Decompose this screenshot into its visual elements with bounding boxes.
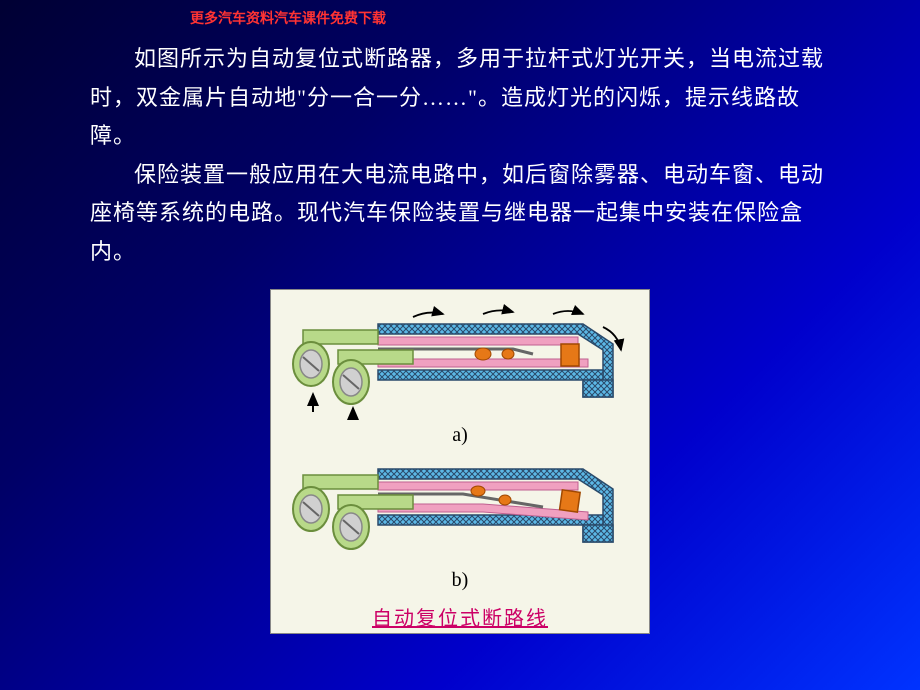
header-link[interactable]: 更多汽车资料汽车课件免费下载 — [0, 0, 920, 28]
paragraph-2: 保险装置一般应用在大电流电路中，如后窗除雾器、电动车窗、电动座椅等系统的电路。现… — [90, 156, 830, 272]
label-a: a) — [283, 424, 637, 447]
breaker-b — [283, 447, 639, 567]
main-content: 如图所示为自动复位式断路器，多用于拉杆式灯光开关，当电流过载时，双金属片自动地"… — [0, 28, 920, 271]
diagram-container: a) — [0, 289, 920, 634]
breaker-diagram: a) — [270, 289, 650, 634]
paragraph-1: 如图所示为自动复位式断路器，多用于拉杆式灯光开关，当电流过载时，双金属片自动地"… — [90, 40, 830, 156]
breaker-a — [283, 302, 639, 422]
label-b: b) — [283, 569, 637, 592]
diagram-caption: 自动复位式断路线 — [283, 602, 637, 631]
